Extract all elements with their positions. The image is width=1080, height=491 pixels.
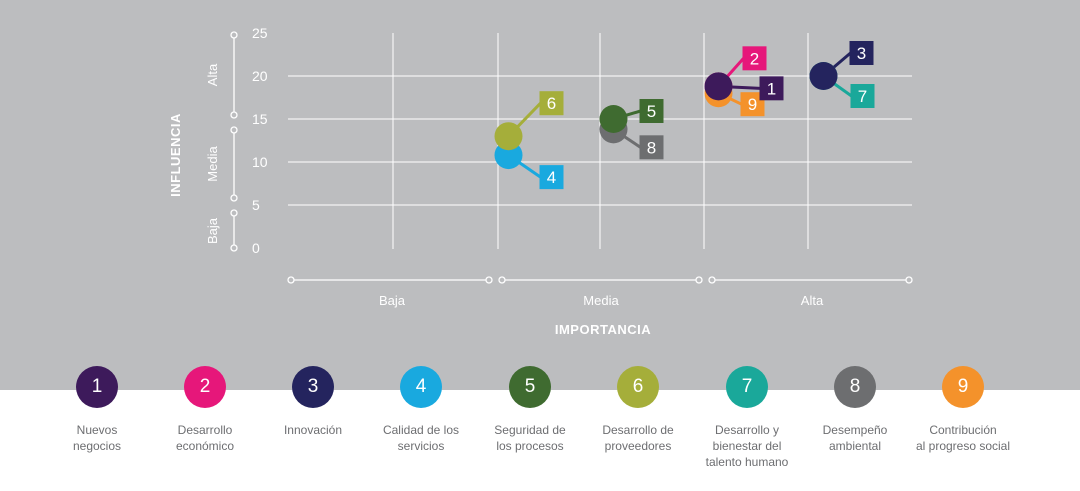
legend-label: Desempeño ambiental (822, 423, 888, 453)
point-tag-label: 3 (857, 44, 866, 63)
legend-item: 2 Desarrollo económico (150, 366, 260, 454)
legend-number-badge: 7 (726, 366, 768, 408)
legend-label: Innovación (283, 423, 343, 437)
y-band-end (230, 126, 238, 134)
y-band-end (230, 111, 238, 119)
y-tick-label: 0 (252, 240, 260, 256)
point-tag-label: 7 (858, 87, 867, 106)
x-band-end (905, 276, 913, 284)
y-band-label: Baja (205, 217, 220, 244)
legend-item: 7 Desarrollo y bienestar del talento huma… (692, 366, 802, 470)
legend-item: 6 Desarrollo de proveedores (583, 366, 693, 454)
x-band-end (485, 276, 493, 284)
x-band-end (498, 276, 506, 284)
y-tick-label: 25 (252, 25, 268, 41)
x-band-end (708, 276, 716, 284)
legend-item: 1 Nuevos negocios (42, 366, 152, 454)
legend-number-badge: 5 (509, 366, 551, 408)
point-tag-label: 6 (547, 94, 556, 113)
legend-label: Desarrollo de proveedores (602, 423, 674, 453)
legend-item: 8 Desempeño ambiental (800, 366, 910, 454)
point-tag (539, 91, 564, 116)
data-point (494, 122, 523, 151)
y-band-end (230, 194, 238, 202)
y-band-end (230, 209, 238, 217)
point-tag (539, 165, 564, 190)
x-band-label: Baja (379, 293, 406, 308)
legend-item: 9 Contribución al progreso social (908, 366, 1018, 454)
legend-item: 3 Innovación (258, 366, 368, 438)
y-tick-label: 5 (252, 197, 260, 213)
y-tick-label: 10 (252, 154, 268, 170)
legend-number-badge: 6 (617, 366, 659, 408)
x-band-label: Media (583, 293, 619, 308)
legend-label: Seguridad de los procesos (494, 423, 566, 453)
point-tag-label: 4 (547, 168, 556, 187)
legend-number-badge: 8 (834, 366, 876, 408)
chart-panel: 0 5 10 15 20 25 Baja Media Alta INFLUENCIA Baja Med… (0, 0, 1080, 390)
y-band-label: Media (205, 146, 220, 182)
x-axis-title: IMPORTANCIA (555, 322, 651, 337)
point-tag (639, 135, 664, 160)
point-tag-label: 9 (748, 95, 757, 114)
point-tag-label: 2 (750, 49, 759, 68)
y-tick-label: 15 (252, 111, 268, 127)
point-tag-label: 5 (647, 102, 656, 121)
data-point (704, 72, 733, 101)
point-tag (850, 84, 875, 108)
legend-number-badge: 1 (76, 366, 118, 408)
point-tag (849, 41, 874, 65)
legend: 1 Nuevos negocios 2 Desarrollo económico 3 In… (0, 366, 1080, 491)
legend-number-badge: 4 (400, 366, 442, 408)
y-tick-label: 20 (252, 68, 268, 84)
point-tag (742, 46, 767, 71)
x-band-label: Alta (801, 293, 824, 308)
data-point (809, 62, 838, 90)
legend-item: 4 Calidad de los servicios (366, 366, 476, 454)
legend-label: Desarrollo y bienestar del talento human… (705, 423, 789, 469)
y-band-label: Alta (205, 63, 220, 86)
x-band-end (695, 276, 703, 284)
legend-number-badge: 9 (942, 366, 984, 408)
point-tag (759, 76, 784, 101)
point-tag (639, 99, 664, 123)
x-band-end (287, 276, 295, 284)
point-tag-label: 1 (767, 79, 776, 98)
legend-label: Calidad de los servicios (382, 423, 460, 453)
legend-label: Nuevos negocios (72, 423, 122, 453)
y-band-end (230, 244, 238, 252)
legend-label: Contribución al progreso social (915, 423, 1011, 453)
legend-item: 5 Seguridad de los procesos (475, 366, 585, 454)
data-point (599, 105, 628, 133)
legend-number-badge: 2 (184, 366, 226, 408)
y-axis-title: INFLUENCIA (168, 113, 183, 197)
legend-label: Desarrollo económico (175, 423, 235, 453)
y-band-end (230, 31, 238, 39)
legend-number-badge: 3 (292, 366, 334, 408)
point-tag-label: 8 (647, 138, 656, 157)
